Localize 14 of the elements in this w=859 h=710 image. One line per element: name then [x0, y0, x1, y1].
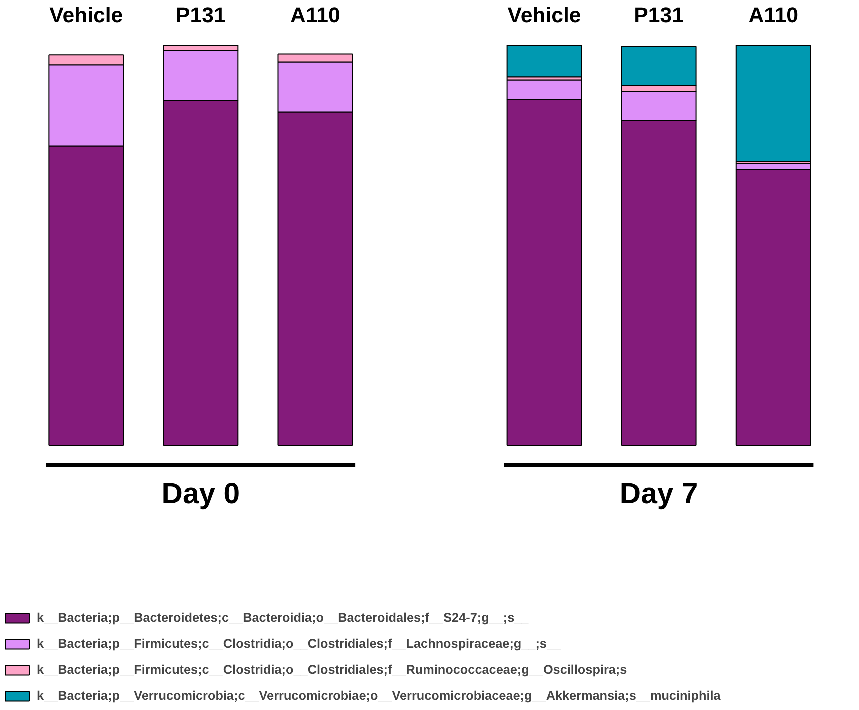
legend-label: k__Bacteria;p__Firmicutes;c__Clostridia;o__Clostridiales;f__Ruminococcaceae;g__Oscillospira;s — [37, 663, 628, 677]
legend-label: k__Bacteria;p__Verrucomicrobia;c__Verrucomicrobiae;o__Verrucomicrobiaceae;g__Akkermansia;s__muciniphila — [37, 689, 721, 703]
x-tick-label: Vehicle — [508, 4, 582, 28]
bar — [506, 45, 582, 78]
bar — [736, 45, 812, 162]
x-tick-label: P131 — [634, 4, 684, 28]
text: Day 7 — [620, 478, 698, 510]
x-tick-label: A110 — [748, 4, 799, 28]
text: Day 0 — [162, 478, 240, 510]
x-tick-label: P131 — [176, 4, 226, 28]
x-tick-label: Vehicle — [50, 4, 124, 28]
legend-label: k__Bacteria;p__Firmicutes;c__Clostridia;o__Clostridiales;f__Lachnospiraceae;g__;s__ — [37, 637, 562, 651]
legend-label: k__Bacteria;p__Bacteroidetes;c__Bacteroidia;o__Bacteroidales;f__S24-7;g__;s__ — [37, 611, 529, 625]
x-tick-label: A110 — [290, 4, 340, 28]
